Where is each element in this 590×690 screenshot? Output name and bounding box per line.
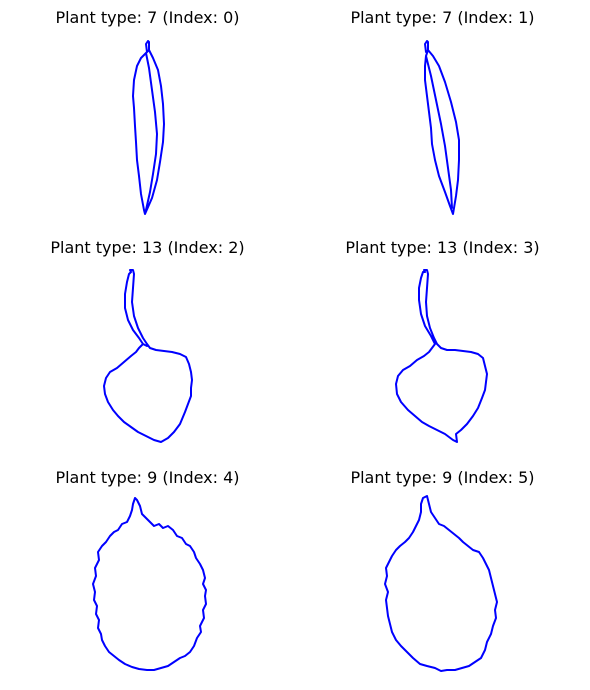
leaf-outline: [384, 495, 498, 672]
subplot-index-5: Plant type: 9 (Index: 5): [295, 460, 590, 690]
subplot-title: Plant type: 13 (Index: 3): [345, 238, 540, 257]
subplot-index-0: Plant type: 7 (Index: 0): [0, 0, 295, 230]
leaf-plot: [395, 269, 488, 443]
subplot-title: Plant type: 7 (Index: 0): [55, 8, 240, 27]
leaf-plot: [92, 497, 207, 671]
leaf-plot: [103, 269, 193, 443]
subplot-title: Plant type: 9 (Index: 5): [350, 468, 535, 487]
subplot-title: Plant type: 7 (Index: 1): [350, 8, 535, 27]
subplot-index-4: Plant type: 9 (Index: 4): [0, 460, 295, 690]
subplot-index-3: Plant type: 13 (Index: 3): [295, 230, 590, 460]
leaf-plot: [384, 495, 498, 672]
subplot-title: Plant type: 13 (Index: 2): [50, 238, 245, 257]
leaf-outline: [103, 269, 193, 443]
subplot-index-2: Plant type: 13 (Index: 2): [0, 230, 295, 460]
leaf-outline: [92, 497, 207, 671]
leaf-plot: [424, 40, 460, 215]
subplot-title: Plant type: 9 (Index: 4): [55, 468, 240, 487]
subplot-index-1: Plant type: 7 (Index: 1): [295, 0, 590, 230]
leaf-plot: [132, 40, 165, 215]
leaf-outline: [132, 40, 165, 215]
leaf-outline: [395, 269, 488, 443]
leaf-outline: [424, 40, 460, 215]
